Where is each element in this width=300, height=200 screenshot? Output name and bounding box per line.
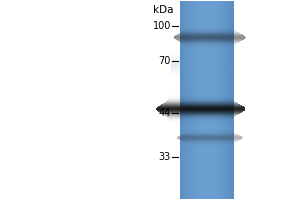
Text: 70: 70 <box>158 56 171 66</box>
Text: kDa: kDa <box>153 5 174 15</box>
Text: 33: 33 <box>159 152 171 162</box>
Text: 44: 44 <box>159 108 171 118</box>
Polygon shape <box>180 1 234 199</box>
Text: 100: 100 <box>152 21 171 31</box>
